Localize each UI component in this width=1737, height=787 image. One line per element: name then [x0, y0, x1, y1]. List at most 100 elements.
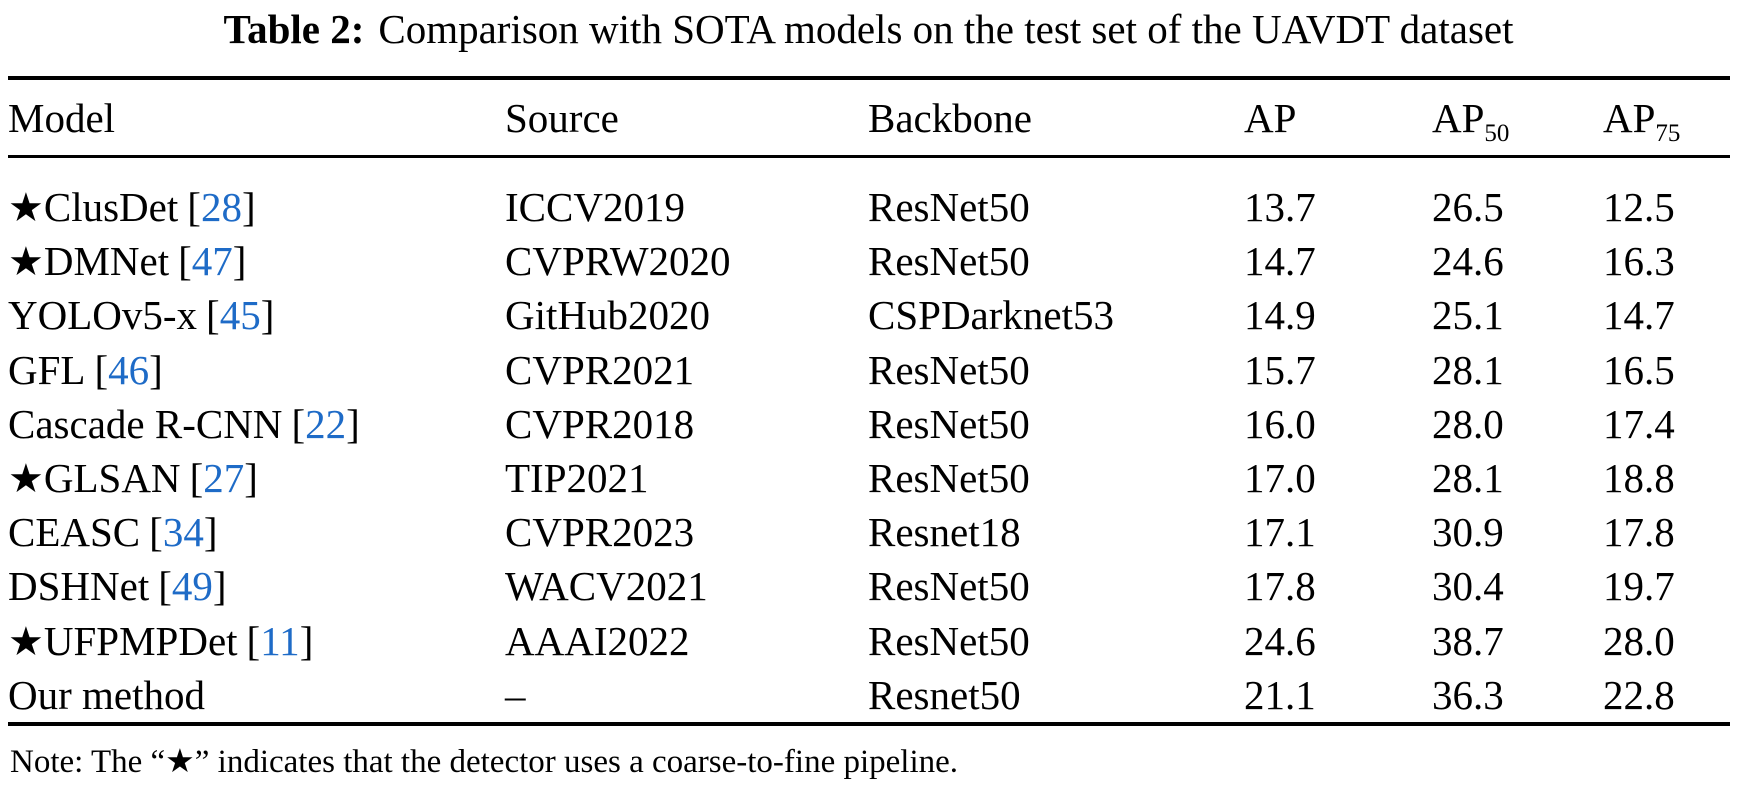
backbone-cell: ResNet50 [868, 563, 1030, 610]
source-cell: CVPR2021 [505, 346, 695, 393]
ap-cell: 16.0 [1244, 400, 1316, 447]
column-header-ap75: AP75 [1603, 94, 1730, 146]
table-row: GFL [46] CVPR2021 ResNet50 15.7 28.1 16.5 [8, 343, 1730, 397]
model-cell: DSHNet [49] [8, 562, 505, 610]
citation-bracket-close: ] [149, 346, 163, 393]
model-name: ClusDet [43, 184, 179, 231]
column-header-model: Model [8, 94, 116, 141]
citation-bracket-close: ] [299, 617, 314, 664]
table-body: ★ClusDet [28] ICCV2019 ResNet50 13.7 26.5… [8, 158, 1730, 722]
ap75-cell: 22.8 [1603, 671, 1675, 718]
ap75-cell: 17.4 [1603, 400, 1675, 447]
table-row: ★ClusDet [28] ICCV2019 ResNet50 13.7 26.5… [8, 180, 1730, 234]
citation-bracket-open: [ [206, 292, 220, 339]
table-caption-label: Table 2: [223, 6, 365, 52]
citation-link[interactable]: [49] [158, 563, 226, 609]
ap-cell: 24.6 [1244, 617, 1316, 664]
model-cell: YOLOv5-x [45] [8, 291, 505, 339]
model-name: Cascade R-CNN [8, 400, 283, 447]
ap50-cell: 38.7 [1432, 617, 1504, 664]
citation-number[interactable]: 11 [260, 617, 300, 664]
model-cell: ★UFPMPDet [11] [8, 617, 505, 665]
citation-number[interactable]: 34 [162, 509, 204, 556]
citation-bracket-open: [ [187, 184, 201, 231]
table-row: Our method – Resnet50 21.1 36.3 22.8 [8, 668, 1730, 722]
table-row: ★DMNet [47] CVPRW2020 ResNet50 14.7 24.6 … [8, 234, 1730, 288]
model-name: GLSAN [43, 455, 181, 502]
ap50-cell: 30.9 [1432, 509, 1504, 556]
model-name: DMNet [43, 238, 170, 285]
ap50-header-base: AP [1432, 94, 1485, 141]
citation-link[interactable]: [22] [291, 401, 359, 447]
citation-number[interactable]: 47 [191, 238, 233, 285]
citation-bracket-open: [ [291, 400, 306, 447]
citation-number[interactable]: 22 [305, 400, 347, 447]
model-cell: Our method [8, 671, 505, 719]
ap50-cell: 36.3 [1432, 671, 1504, 718]
ap-cell: 14.9 [1244, 292, 1316, 339]
citation-number[interactable]: 27 [203, 455, 245, 502]
model-name: DSHNet [8, 563, 150, 610]
star-icon: ★ [8, 185, 44, 231]
ap50-cell: 28.0 [1432, 400, 1504, 447]
source-cell: CVPR2018 [505, 400, 695, 447]
ap50-header-sub: 50 [1484, 119, 1510, 147]
citation-bracket-close: ] [232, 238, 247, 285]
backbone-cell: Resnet18 [868, 509, 1021, 556]
citation-link[interactable]: [47] [178, 238, 246, 284]
table-note: Note: The “★” indicates that the detecto… [10, 744, 959, 780]
citation-bracket-close: ] [346, 400, 360, 447]
ap50-cell: 26.5 [1432, 184, 1504, 231]
ap75-header-sub: 75 [1655, 119, 1681, 147]
ap75-cell: 19.7 [1603, 563, 1675, 610]
table-row: YOLOv5-x [45] GitHub2020 CSPDarknet53 14.… [8, 288, 1730, 342]
citation-number[interactable]: 46 [108, 346, 150, 393]
ap75-cell: 14.7 [1603, 292, 1675, 339]
ap75-cell: 16.5 [1603, 346, 1675, 393]
table-header-row: Model Source Backbone AP AP50 AP75 [8, 80, 1730, 155]
citation-bracket-open: [ [246, 617, 261, 664]
backbone-cell: ResNet50 [868, 346, 1030, 393]
backbone-cell: CSPDarknet53 [868, 292, 1114, 339]
citation-link[interactable]: [34] [149, 509, 217, 555]
ap-cell: 17.8 [1244, 563, 1316, 610]
star-icon: ★ [8, 456, 44, 502]
column-header-backbone: Backbone [868, 94, 1032, 141]
table-row: ★UFPMPDet [11] AAAI2022 ResNet50 24.6 38.… [8, 614, 1730, 668]
citation-bracket-close: ] [260, 292, 275, 339]
ap75-cell: 17.8 [1603, 509, 1675, 556]
source-cell: – [505, 671, 526, 718]
model-cell: CEASC [34] [8, 508, 505, 556]
source-cell: CVPRW2020 [505, 238, 731, 285]
citation-number[interactable]: 45 [219, 292, 261, 339]
model-cell: ★GLSAN [27] [8, 454, 505, 502]
comparison-table: Model Source Backbone AP AP50 AP75 ★Clus… [8, 76, 1730, 726]
star-icon: ★ [8, 618, 44, 664]
ap-header-base: AP [1244, 94, 1297, 141]
ap-cell: 21.1 [1244, 671, 1316, 718]
citation-link[interactable]: [28] [187, 184, 255, 230]
star-icon: ★ [8, 239, 44, 285]
model-name: CEASC [8, 509, 141, 556]
citation-bracket-open: [ [149, 509, 163, 556]
model-cell: ★ClusDet [28] [8, 183, 505, 231]
ap-cell: 14.7 [1244, 238, 1316, 285]
ap50-cell: 24.6 [1432, 238, 1504, 285]
ap75-header-base: AP [1603, 94, 1656, 141]
source-cell: CVPR2023 [505, 509, 695, 556]
model-cell: GFL [46] [8, 346, 505, 394]
citation-bracket-close: ] [212, 563, 227, 610]
ap50-cell: 30.4 [1432, 563, 1504, 610]
source-cell: WACV2021 [505, 563, 708, 610]
citation-link[interactable]: [45] [206, 292, 274, 338]
model-name: YOLOv5-x [8, 292, 198, 339]
citation-link[interactable]: [46] [94, 347, 162, 393]
citation-number[interactable]: 49 [171, 563, 213, 610]
table-rule-top [8, 76, 1730, 80]
table-caption-text: Comparison with SOTA models on the test … [378, 6, 1514, 52]
citation-number[interactable]: 28 [200, 184, 242, 231]
citation-link[interactable]: [27] [190, 455, 258, 501]
citation-link[interactable]: [11] [247, 618, 314, 664]
model-name: UFPMPDet [43, 617, 238, 664]
source-cell: AAAI2022 [505, 617, 690, 664]
